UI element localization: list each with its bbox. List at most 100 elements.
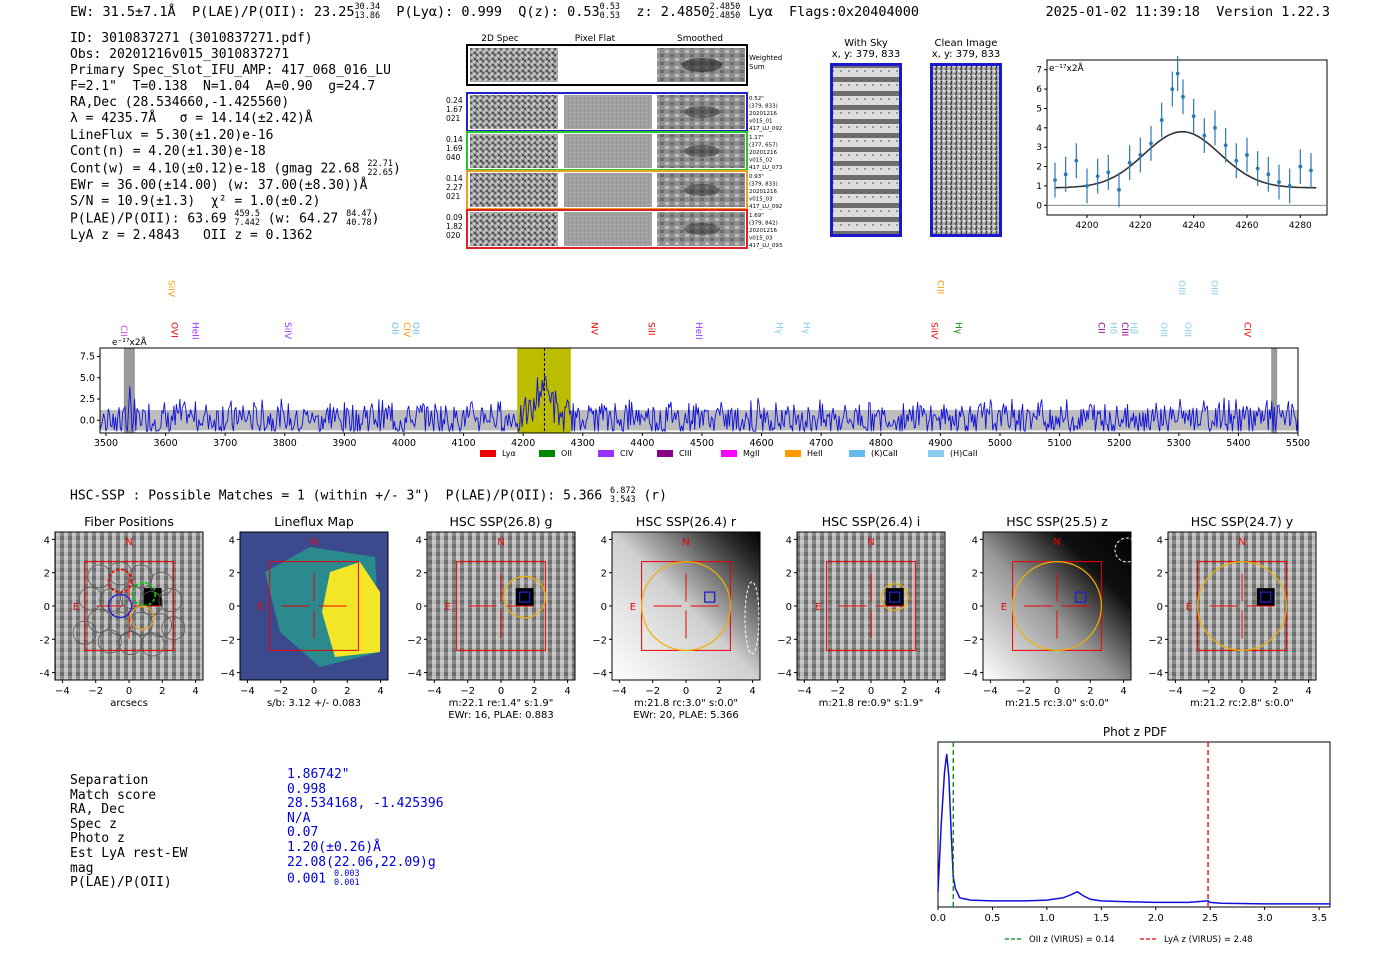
emission-line-label: SiIV: [282, 322, 292, 340]
panel-xtick-label: 0: [1239, 686, 1245, 697]
panel-xtick-label: 4: [749, 686, 755, 697]
panel-ytick-label: 2: [44, 569, 50, 580]
label-lya-ew: Est LyA rest-EW: [70, 845, 188, 861]
value-mag: 22.08(22.06,22.09)g: [287, 854, 436, 870]
data-point: [1245, 153, 1249, 157]
observation-id: Obs: 20201216v015_3010837271: [70, 47, 290, 63]
label-match-score: Match score: [70, 787, 157, 803]
search-box: [84, 561, 174, 651]
spec-xtick-label: 5000: [988, 438, 1012, 449]
panel-ytick-label: −4: [1148, 669, 1163, 680]
panel-caption: arcsecs: [110, 698, 148, 709]
fiber-pixel-flat: [564, 173, 652, 207]
value-photo-z: 0.07: [287, 825, 319, 841]
timestamp: 2025-01-02 11:39:18: [1045, 4, 1200, 20]
legend-label: CIII: [679, 449, 692, 458]
east-label: E: [1186, 602, 1192, 613]
cont-n: Cont(n) = 4.20(±1.30)e-18: [70, 143, 266, 159]
fiber-circle: [97, 629, 122, 654]
data-point: [1234, 158, 1239, 163]
z-value: z: 2.4850: [636, 4, 710, 20]
data-point: [1266, 172, 1271, 177]
neighbor-circle: [1114, 537, 1140, 563]
panel-ytick-label: 4: [44, 535, 50, 546]
data-point: [1277, 180, 1281, 184]
fiber-right-label: 417_LU_092: [749, 126, 782, 132]
panel-xtick-label: −4: [55, 686, 70, 697]
legend-label: CIV: [620, 449, 634, 458]
legend-swatch: [721, 450, 737, 457]
panel-xtick-label: −4: [427, 686, 442, 697]
value-lya-ew: 1.20(±0.26)Å: [287, 839, 381, 855]
zoom-plot-frame: [1046, 59, 1328, 216]
spec-xtick-label: 5300: [1167, 438, 1191, 449]
label-radec: RA, Dec: [70, 802, 125, 818]
value-spec-z: N/A: [287, 810, 311, 826]
data-point: [1255, 166, 1260, 171]
detection-info: ID: 3010837271 (3010837271.pdf) Obs: 202…: [70, 31, 401, 244]
fiber-circle: [108, 561, 133, 586]
fiber-right-label: v015_01: [749, 119, 773, 125]
source-blob: [1256, 588, 1275, 607]
zoom-xtick-label: 4220: [1129, 221, 1152, 231]
source-blob: [143, 588, 162, 607]
panel-caption: m:21.8 re:0.9" s:1.9": [819, 698, 924, 709]
fiber-left-label: 0.14: [446, 174, 463, 183]
col-title-2dspec: 2D Spec: [481, 34, 518, 44]
panel-ytick-label: −2: [407, 635, 422, 646]
data-point: [1170, 87, 1175, 91]
emission-line-label: CII: [1095, 322, 1105, 334]
plae-value: P(LAE)/P(OII): 23.25: [191, 4, 355, 20]
zoom-ytick-label: 0: [1036, 201, 1042, 211]
col-title-pixelflat: Pixel Flat: [575, 34, 616, 44]
north-label: N: [867, 537, 874, 548]
panel-ytick-label: 0: [1157, 602, 1163, 613]
panel-xtick-label: 4: [934, 686, 940, 697]
data-point: [1213, 125, 1217, 130]
emission-line-label: HeII: [693, 322, 703, 340]
gaussian-fit-curve: [1054, 130, 1317, 189]
spec-xtick-label: 4900: [928, 438, 952, 449]
spec-xtick-label: 4500: [690, 438, 714, 449]
fiber-left-label: 021: [446, 114, 461, 123]
panel-ytick-label: −2: [1148, 635, 1163, 646]
panel-title: HSC SSP(26.4) r: [636, 514, 737, 529]
fiber-line-blob: [684, 223, 720, 235]
fiber-right-label: v015_03: [749, 236, 773, 242]
spec-xtick-label: 5200: [1107, 438, 1131, 449]
value-separation: 1.86742": [287, 767, 350, 782]
fiber-circle: [72, 620, 97, 645]
panel-ytick-label: 4: [786, 535, 792, 546]
photz-pdf-chart: Phot z PDF 0.0 0.5 1.0 1.5 2.0 2.5 3.0 3.5 OII z…: [930, 725, 1331, 945]
fiber-right-label: 20201216: [749, 111, 777, 117]
hsc-summary: HSC-SSP : Possible Matches = 1 (within +…: [70, 486, 667, 505]
spec-plot-frame: [99, 347, 1299, 434]
north-label: N: [1238, 537, 1245, 548]
spec-xtick-label: 3900: [332, 438, 356, 449]
panel-xtick-label: −4: [1168, 686, 1183, 697]
panel-xtick-label: 0: [1054, 686, 1060, 697]
data-point: [1138, 153, 1143, 157]
spec-xtick-label: 3600: [153, 438, 177, 449]
timestamp-version: 2025-01-02 11:39:18 Version 1.22.3: [1046, 4, 1331, 20]
version: Version 1.22.3: [1216, 4, 1330, 20]
masked-edge-right: [1271, 348, 1278, 433]
cont-w: Cont(w) = 4.10(±0.12)e-18 (gmag 22.68 22…: [70, 158, 401, 178]
fiber-line-blob: [684, 106, 720, 118]
panel-xtick-label: −4: [983, 686, 998, 697]
emission-line-label: SiIV: [166, 280, 176, 298]
spec-xtick-label: 4800: [869, 438, 893, 449]
panel-caption: m:21.8 rc:3.0" s:0.0": [634, 698, 738, 709]
panel-xtick-label: 2: [1272, 686, 1278, 697]
fiber-circle: [108, 611, 133, 636]
fiber-circle: [140, 632, 165, 657]
search-box: [269, 561, 359, 651]
neighbor-ellipse: [744, 581, 760, 655]
fiber-smoothed: [657, 95, 745, 129]
fiber-smoothed: [657, 212, 745, 246]
fiber-circle: [87, 608, 112, 633]
source-blob: [515, 588, 534, 607]
panel-ytick-label: 2: [1157, 569, 1163, 580]
imaging-panels: Fiber Positions N E 4 2 0 −2 −4 −4 −2 0 2 4 arcsecs Li…: [40, 514, 1317, 721]
panel-xtick-label: −2: [88, 686, 103, 697]
